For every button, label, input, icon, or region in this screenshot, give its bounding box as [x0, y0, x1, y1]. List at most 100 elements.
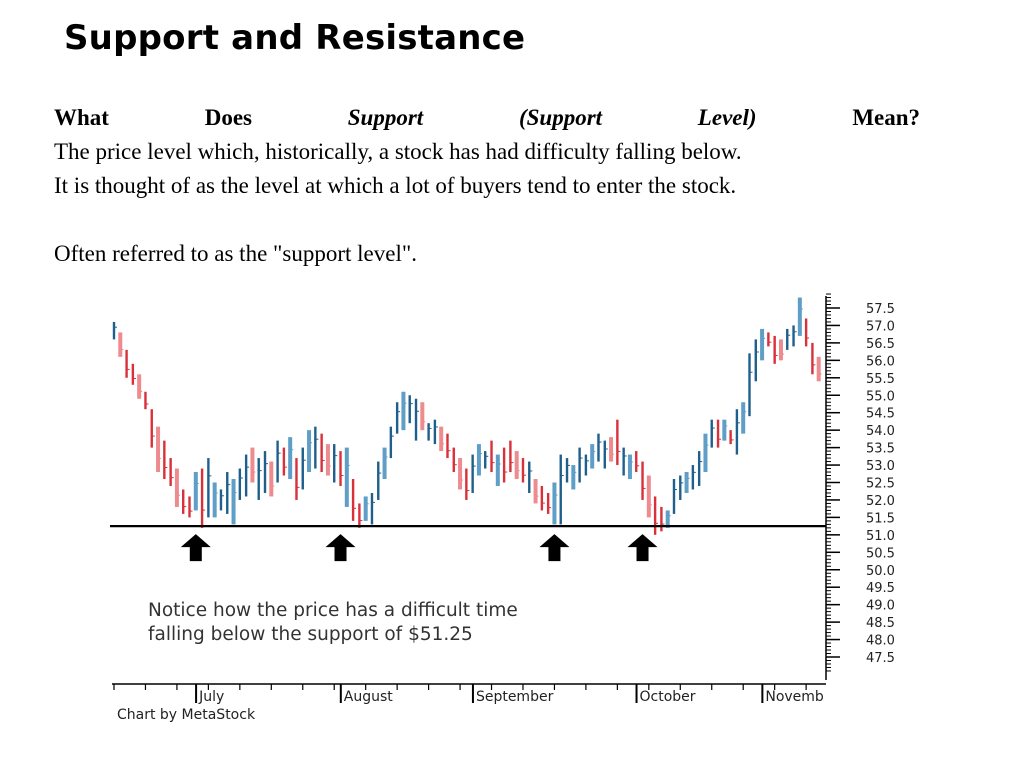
price-bar: [458, 458, 463, 490]
price-bar: [521, 458, 525, 483]
price-bar: [118, 332, 123, 357]
price-bar: [250, 447, 255, 483]
price-bar: [679, 475, 682, 500]
price-bar: [792, 325, 795, 347]
price-bar: [193, 472, 198, 511]
price-bar: [571, 465, 576, 490]
price-bar: [182, 489, 185, 514]
price-bar: [257, 458, 260, 500]
y-tick-label: 49.5: [866, 581, 895, 596]
price-bar: [112, 321, 116, 340]
price-bar: [333, 444, 336, 483]
price-bar: [339, 451, 342, 486]
y-tick-label: 50.5: [866, 546, 895, 561]
price-bar: [716, 419, 720, 448]
price-bar: [754, 339, 757, 382]
y-tick-label: 57.5: [866, 302, 895, 317]
price-bar: [804, 318, 808, 347]
price-bar: [452, 447, 455, 473]
price-bar: [584, 454, 588, 476]
up-arrow-icon: [180, 534, 211, 562]
price-bar: [325, 444, 330, 476]
y-tick-label: 55.5: [866, 372, 895, 387]
price-bar: [414, 398, 418, 441]
price-bar: [546, 492, 550, 514]
price-bar: [590, 444, 595, 469]
question-word-does: Does: [204, 105, 252, 130]
price-bar: [672, 479, 676, 514]
price-bar: [200, 468, 204, 528]
up-arrow-icon: [627, 534, 658, 562]
question-word-mean: Mean?: [852, 105, 921, 130]
y-tick-label: 47.5: [866, 651, 895, 666]
price-bar: [697, 451, 701, 486]
price-bar: [174, 468, 179, 507]
price-bar: [528, 461, 531, 493]
question-term-support: Support: [347, 105, 424, 130]
y-tick-label: 55.0: [866, 389, 895, 404]
price-bar: [131, 363, 135, 385]
price-bar: [603, 440, 606, 469]
price-bar: [760, 328, 765, 361]
price-bar: [439, 426, 444, 452]
price-bar: [646, 475, 651, 518]
price-bar: [514, 451, 519, 480]
price-bar: [408, 395, 411, 424]
price-bar: [307, 430, 312, 473]
price-bar: [703, 433, 708, 473]
price-bar: [729, 430, 732, 445]
price-bar: [641, 461, 644, 500]
y-tick-label: 51.5: [866, 511, 895, 526]
price-bar: [295, 458, 298, 500]
definition-line-2: It is thought of as the level at which a…: [54, 173, 737, 198]
price-bar: [735, 409, 739, 455]
price-bar: [471, 454, 474, 493]
price-bar: [377, 461, 380, 500]
x-axis: July August September October Novemb: [112, 683, 826, 705]
y-tick-label: 57.0: [866, 319, 895, 334]
price-bar: [207, 458, 210, 518]
month-label: October: [640, 689, 696, 705]
month-label: September: [476, 689, 554, 705]
price-bar: [163, 440, 166, 480]
slide-title: Support and Resistance: [64, 18, 526, 58]
price-bar: [627, 454, 632, 480]
price-bar: [344, 447, 349, 507]
price-bar: [578, 447, 581, 483]
price-bar: [476, 444, 481, 476]
price-bar: [565, 458, 569, 483]
price-bar: [282, 447, 286, 476]
price-bar: [314, 426, 317, 469]
price-bar: [635, 451, 638, 473]
price-bar: [389, 426, 393, 459]
price-bar: [446, 433, 449, 459]
price-bar: [433, 419, 437, 445]
price-bar: [710, 419, 713, 448]
price-bar: [484, 451, 487, 469]
price-bar: [622, 447, 625, 476]
price-bar: [540, 485, 544, 511]
price-bar: [427, 423, 430, 441]
price-bar: [816, 356, 821, 382]
price-bar: [370, 492, 374, 525]
price-bar: [238, 468, 242, 500]
definition-line-3: Often referred to as the "support level"…: [54, 241, 418, 266]
price-bar: [748, 353, 751, 417]
annotation-line-2: falling below the support of $51.25: [148, 624, 473, 645]
price-bar: [363, 496, 368, 521]
price-bar: [420, 402, 425, 431]
question-term-support-level: (Support Level): [518, 105, 757, 130]
y-tick-label: 54.0: [866, 424, 895, 439]
question-word-what: What: [54, 105, 109, 130]
month-label: August: [344, 689, 394, 705]
price-bar: [219, 489, 223, 511]
annotation-line-1: Notice how the price has a difficult tim…: [148, 600, 518, 621]
price-bar: [741, 402, 746, 434]
price-bar: [616, 419, 619, 466]
price-bar: [263, 451, 267, 493]
price-bar: [382, 447, 387, 480]
price-bar: [231, 479, 236, 525]
month-label: July: [198, 689, 224, 705]
y-tick-label: 50.0: [866, 564, 895, 579]
